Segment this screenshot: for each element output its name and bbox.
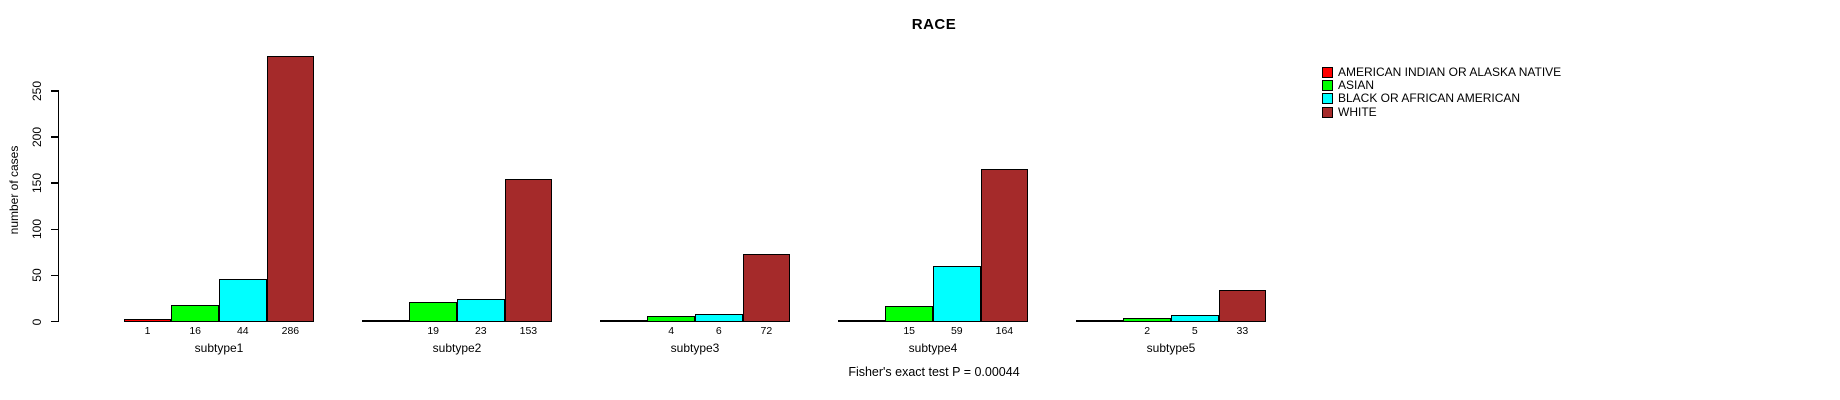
y-tick-label: 150: [30, 172, 44, 193]
legend-label: BLACK OR AFRICAN AMERICAN: [1338, 91, 1521, 106]
bar-value-label: 59: [950, 325, 963, 337]
legend-item-american-indian-or-alaska-native: AMERICAN INDIAN OR ALASKA NATIVE: [1322, 66, 1561, 79]
y-tick: [50, 90, 58, 92]
legend-label: WHITE: [1338, 104, 1377, 119]
y-tick: [50, 321, 58, 323]
legend-label: AMERICAN INDIAN OR ALASKA NATIVE: [1338, 65, 1562, 79]
y-tick-label: 50: [30, 268, 44, 283]
y-tick: [50, 136, 58, 138]
bar-subtype5-black-or-african-american: [1171, 315, 1219, 322]
y-tick-label: 100: [30, 219, 44, 240]
bar-value-label: 153: [519, 325, 538, 337]
bar-value-label: 164: [995, 325, 1014, 337]
bar-subtype2-american-indian-or-alaska-native: [361, 320, 410, 322]
annotation-text: Fisher's exact test P = 0.00044: [848, 365, 1020, 379]
legend-item-white: WHITE: [1322, 104, 1377, 119]
bar-subtype2-black-or-african-american: [457, 298, 505, 322]
bar-subtype4-white: [980, 168, 1029, 322]
bar-subtype2-white: [504, 178, 553, 322]
legend-swatch-american-indian-or-alaska-native: [1322, 67, 1333, 78]
legend-item-asian: ASIAN: [1322, 79, 1374, 92]
bar-subtype4-black-or-african-american: [933, 265, 981, 322]
legend-item-black-or-african-american: BLACK OR AFRICAN AMERICAN: [1322, 92, 1520, 105]
chart-title: RACE: [911, 16, 957, 33]
bar-subtype1-american-indian-or-alaska-native: [123, 319, 172, 322]
bar-subtype1-asian: [171, 305, 219, 322]
bar-subtype3-american-indian-or-alaska-native: [599, 320, 648, 322]
y-axis-line: [57, 90, 59, 322]
x-category-label-subtype3: subtype3: [670, 341, 720, 355]
legend-swatch-white: [1322, 106, 1333, 118]
y-tick-label: 250: [30, 80, 44, 101]
bar-value-label: 44: [236, 325, 249, 337]
bar-value-label: 15: [903, 325, 916, 337]
bar-value-label: 33: [1236, 325, 1249, 337]
x-category-label-subtype2: subtype2: [432, 341, 482, 355]
bar-value-label: 5: [1191, 325, 1198, 337]
bar-subtype3-black-or-african-american: [695, 314, 743, 322]
x-category-label-subtype4: subtype4: [908, 341, 958, 355]
bar-value-label: 19: [427, 325, 440, 337]
bar-subtype5-asian: [1123, 318, 1171, 322]
legend-swatch-black-or-african-american: [1322, 93, 1333, 105]
bar-subtype5-white: [1218, 289, 1267, 322]
y-tick-label: 0: [30, 318, 44, 325]
bar-subtype3-asian: [647, 316, 695, 322]
bar-value-label: 4: [668, 325, 675, 337]
bar-value-label: 1: [144, 325, 151, 337]
bar-subtype4-asian: [885, 306, 933, 322]
bar-subtype1-white: [266, 55, 315, 322]
y-tick-label: 200: [30, 126, 44, 147]
bar-subtype5-american-indian-or-alaska-native: [1075, 320, 1124, 322]
legend-label: ASIAN: [1338, 78, 1375, 93]
y-tick: [50, 228, 58, 231]
bar-subtype3-white: [742, 253, 791, 322]
x-category-label-subtype5: subtype5: [1146, 341, 1196, 355]
bar-value-label: 6: [715, 325, 722, 337]
bar-value-label: 286: [281, 325, 300, 337]
bar-value-label: 72: [760, 325, 773, 337]
y-tick: [50, 274, 58, 277]
y-tick: [50, 182, 58, 184]
x-category-label-subtype1: subtype1: [194, 341, 244, 355]
legend-swatch-asian: [1322, 80, 1333, 92]
bar-value-label: 23: [474, 325, 487, 337]
bar-subtype1-black-or-african-american: [219, 279, 267, 322]
bar-value-label: 16: [189, 325, 202, 337]
bar-subtype2-asian: [409, 302, 457, 322]
bar-value-label: 2: [1144, 325, 1151, 337]
bar-subtype4-american-indian-or-alaska-native: [837, 320, 886, 322]
y-axis-title: number of cases: [7, 145, 21, 235]
